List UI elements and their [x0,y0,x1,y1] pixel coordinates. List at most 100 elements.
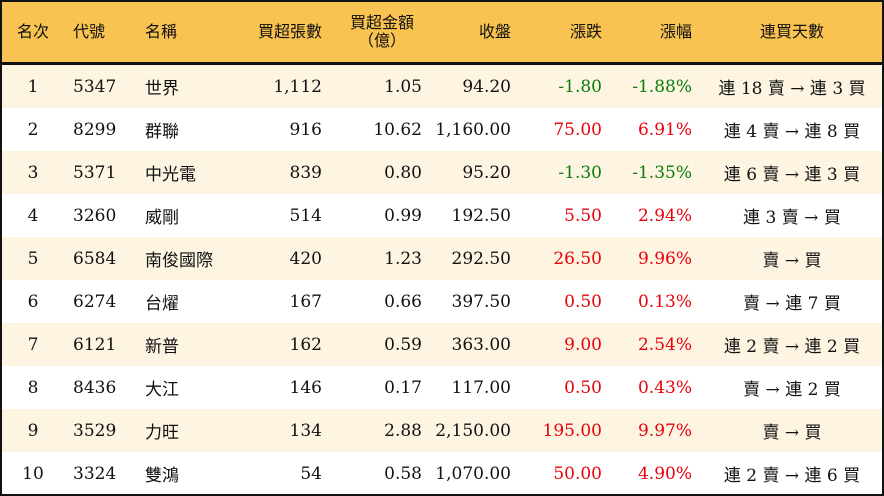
table-row: 5 6584 南俊國際 420 1.23 292.50 26.50 9.96% 賣 → 買 [2,237,882,280]
amount-cell: 1.23 [384,248,422,269]
header-rank: 名次 [16,22,49,41]
change-cell: 26.50 [553,248,602,269]
streak-cell: 賣 → 買 [762,251,822,271]
amount-cell: 1.05 [384,76,422,97]
close-cell: 363.00 [451,334,511,355]
header-pct: 漲幅 [659,22,692,41]
name-cell: 世界 [145,79,179,99]
change-cell: 0.50 [564,377,602,398]
header-amount-line2: （億） [357,31,406,50]
amount-cell: 0.17 [384,377,422,398]
streak-cell: 連 2 賣 → 連 6 買 [723,466,861,486]
table-row: 1 5347 世界 1,112 1.05 94.20 -1.80 -1.88% 連 18 賣 →… [2,65,882,108]
name-cell: 雙鴻 [145,466,179,486]
shares-cell: 146 [289,377,322,398]
streak-cell: 連 2 賣 → 連 2 買 [723,337,861,357]
shares-cell: 420 [289,248,322,269]
code-cell: 6121 [73,334,117,355]
code-cell: 5347 [73,76,117,97]
close-cell: 2,150.00 [435,420,511,441]
close-cell: 192.50 [451,205,511,226]
header-amount-line1: 買超金額 [349,13,414,32]
name-cell: 南俊國際 [145,251,213,271]
streak-cell: 賣 → 買 [762,423,822,443]
amount-cell: 2.88 [384,420,422,441]
rank-cell: 5 [27,248,39,269]
streak-cell: 賣 → 連 2 買 [743,380,841,400]
header-code: 代號 [73,22,106,41]
close-cell: 397.50 [451,291,511,312]
pct-cell: 4.90% [637,463,692,484]
pct-cell: -1.88% [632,76,692,97]
close-cell: 95.20 [462,162,511,183]
change-cell: 5.50 [564,205,602,226]
code-cell: 8299 [73,119,117,140]
code-cell: 3324 [73,463,117,484]
header-change: 漲跌 [569,22,602,41]
table-row: 2 8299 群聯 916 10.62 1,160.00 75.00 6.91% 連 4 賣 →… [2,108,882,151]
name-cell: 群聯 [145,122,179,142]
table-row: 10 3324 雙鴻 54 0.58 1,070.00 50.00 4.90% 連 2 賣 → … [2,452,882,495]
streak-cell: 連 4 賣 → 連 8 買 [723,122,861,142]
streak-cell: 連 6 賣 → 連 3 買 [723,165,861,185]
name-cell: 力旺 [145,423,179,443]
shares-cell: 134 [289,420,322,441]
name-cell: 威剛 [145,208,179,228]
name-cell: 台燿 [145,294,179,314]
close-cell: 117.00 [451,377,511,398]
close-cell: 1,160.00 [435,119,511,140]
streak-cell: 賣 → 連 7 買 [743,294,841,314]
change-cell: 195.00 [542,420,602,441]
close-cell: 292.50 [451,248,511,269]
rank-cell: 7 [27,334,39,355]
pct-cell: 0.43% [637,377,692,398]
streak-cell: 連 18 賣 → 連 3 買 [718,79,866,99]
amount-cell: 0.99 [384,205,422,226]
shares-cell: 162 [289,334,322,355]
code-cell: 5371 [73,162,117,183]
header-streak: 連買天數 [759,22,824,41]
table-row: 3 5371 中光電 839 0.80 95.20 -1.30 -1.35% 連 6 賣 → 連… [2,151,882,194]
shares-cell: 167 [289,291,322,312]
shares-cell: 514 [289,205,322,226]
code-cell: 3529 [73,420,117,441]
streak-cell: 連 3 賣 → 買 [743,208,841,228]
code-cell: 3260 [73,205,117,226]
pct-cell: 0.13% [637,291,692,312]
amount-cell: 0.59 [384,334,422,355]
table-row: 6 6274 台燿 167 0.66 397.50 0.50 0.13% 賣 → 連 7 買 [2,280,882,323]
change-cell: 75.00 [553,119,602,140]
table-row: 7 6121 新普 162 0.59 363.00 9.00 2.54% 連 2 賣 → 連 2… [2,323,882,366]
rank-cell: 3 [27,162,39,183]
table-row: 4 3260 威剛 514 0.99 192.50 5.50 2.94% 連 3 賣 → 買 [2,194,882,237]
pct-cell: 2.54% [637,334,692,355]
change-cell: -1.30 [558,162,602,183]
rank-cell: 6 [27,291,39,312]
name-cell: 中光電 [145,165,196,185]
code-cell: 8436 [73,377,117,398]
shares-cell: 916 [289,119,322,140]
shares-cell: 54 [300,463,322,484]
amount-cell: 0.80 [384,162,422,183]
code-cell: 6584 [73,248,117,269]
header-shares: 買超張數 [257,22,322,41]
name-cell: 大江 [145,380,179,400]
table-row: 8 8436 大江 146 0.17 117.00 0.50 0.43% 賣 → 連 2 買 [2,366,882,409]
pct-cell: -1.35% [632,162,692,183]
shares-cell: 1,112 [273,76,322,97]
header-amount: 買超金額 （億） [342,2,422,62]
amount-cell: 0.66 [384,291,422,312]
amount-cell: 10.62 [373,119,422,140]
rank-cell: 1 [27,76,39,97]
pct-cell: 9.97% [637,420,692,441]
pct-cell: 2.94% [637,205,692,226]
table-row: 9 3529 力旺 134 2.88 2,150.00 195.00 9.97% 賣 → 買 [2,409,882,452]
close-cell: 94.20 [462,76,511,97]
header-close: 收盤 [478,22,511,41]
change-cell: 0.50 [564,291,602,312]
name-cell: 新普 [145,337,179,357]
rank-cell: 2 [27,119,39,140]
rank-cell: 8 [27,377,39,398]
header-name: 名稱 [145,22,178,41]
